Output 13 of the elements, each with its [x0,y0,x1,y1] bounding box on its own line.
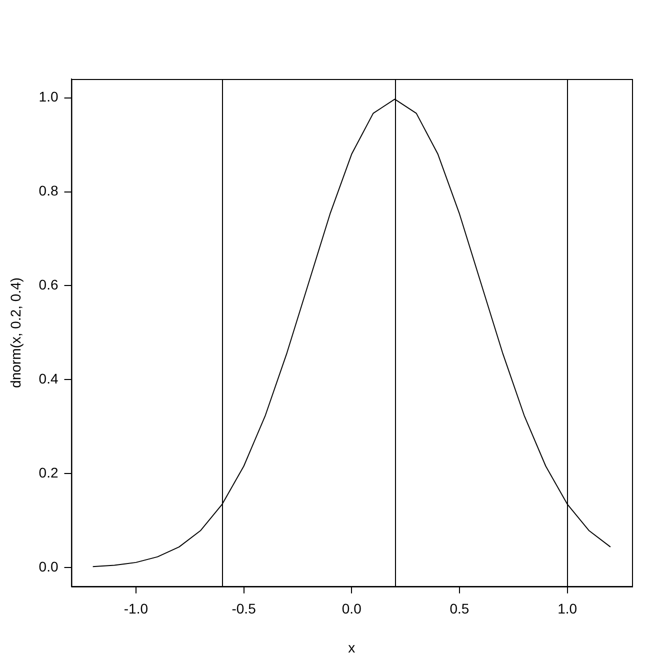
y-tick-label: 0.0 [38,558,58,574]
y-tick-label: 0.8 [38,182,58,199]
x-tick-label: 1.0 [558,600,578,617]
y-axis-title: dnorm(x, 0.2, 0.4) [7,277,24,388]
y-tick-label: 0.2 [38,464,58,481]
y-tick-label: 1.0 [38,88,58,105]
x-tick-label: 0.0 [342,600,362,617]
x-axis-title: x [348,639,356,656]
y-tick-label: 0.6 [38,276,58,293]
x-tick-label: 0.5 [450,600,470,617]
x-tick-label: -0.5 [232,600,256,617]
y-tick-label: 0.4 [38,370,58,387]
x-tick-label: -1.0 [124,600,148,617]
